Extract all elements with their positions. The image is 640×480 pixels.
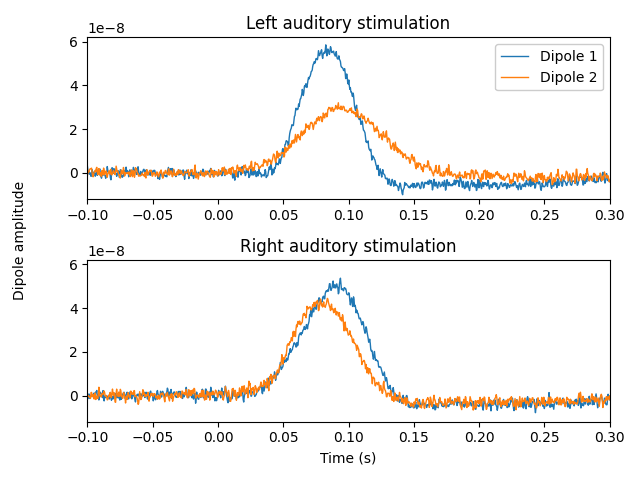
Dipole 1 [295, 335, 303, 340]
Line: Dipole 1: Dipole 1 [88, 45, 610, 195]
Dipole 2 [324, 296, 332, 301]
Legend: Dipole 1, Dipole 2: Dipole 1, Dipole 2 [495, 44, 603, 90]
Dipole 1 [444, 177, 451, 182]
Dipole 2 [335, 100, 342, 106]
Dipole 2 [314, 298, 321, 303]
Dipole 1 [295, 101, 303, 107]
Dipole 1 [322, 42, 330, 48]
X-axis label: Time (s): Time (s) [321, 451, 377, 465]
Dipole 2 [84, 394, 92, 399]
Dipole 1 [606, 179, 614, 185]
Dipole 2 [548, 182, 556, 188]
Dipole 1 [399, 192, 406, 198]
Dipole 2 [501, 402, 509, 408]
Line: Dipole 1: Dipole 1 [88, 278, 610, 413]
Dipole 2 [443, 403, 451, 409]
Dipole 2 [295, 321, 303, 327]
Title: Left auditory stimulation: Left auditory stimulation [246, 15, 451, 33]
Dipole 1 [137, 393, 145, 398]
Dipole 2 [137, 173, 145, 179]
Dipole 1 [606, 397, 614, 403]
Dipole 1 [137, 168, 145, 174]
Dipole 2 [492, 173, 499, 179]
Dipole 2 [295, 135, 303, 141]
Title: Right auditory stimulation: Right auditory stimulation [240, 238, 457, 256]
Dipole 1 [314, 300, 321, 306]
Text: Dipole amplitude: Dipole amplitude [13, 180, 27, 300]
Dipole 2 [84, 173, 92, 179]
Dipole 1 [84, 163, 92, 169]
Dipole 1 [501, 181, 509, 187]
Dipole 1 [492, 397, 499, 403]
Dipole 2 [500, 178, 508, 183]
Dipole 2 [606, 393, 614, 399]
Dipole 1 [532, 410, 540, 416]
Dipole 1 [500, 402, 508, 408]
Dipole 1 [492, 183, 500, 189]
Dipole 2 [606, 178, 614, 183]
Dipole 2 [137, 396, 145, 402]
Dipole 1 [443, 404, 451, 410]
Dipole 2 [443, 166, 451, 171]
Dipole 2 [492, 394, 500, 400]
Line: Dipole 2: Dipole 2 [88, 299, 610, 410]
Dipole 1 [84, 393, 92, 399]
Dipole 1 [337, 276, 344, 281]
Dipole 2 [314, 118, 321, 124]
Line: Dipole 2: Dipole 2 [88, 103, 610, 185]
Dipole 1 [314, 57, 321, 62]
Dipole 2 [469, 407, 477, 413]
